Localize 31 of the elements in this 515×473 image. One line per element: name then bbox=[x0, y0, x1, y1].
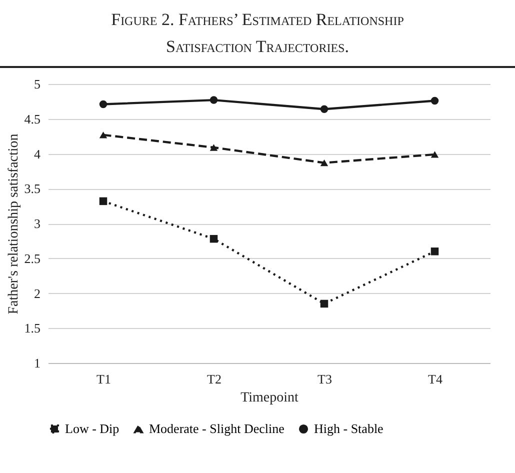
x-axis-title: Timepoint bbox=[240, 390, 299, 406]
y-axis-title: Father's relationship satisfaction bbox=[6, 134, 22, 314]
y-tick-label: 4.5 bbox=[24, 111, 40, 126]
point bbox=[430, 151, 439, 158]
point bbox=[210, 96, 218, 104]
y-tick-label: 1 bbox=[34, 356, 40, 370]
y-tick-label: 3 bbox=[34, 216, 40, 231]
y-tick-label: 2 bbox=[34, 286, 40, 301]
point bbox=[210, 234, 218, 243]
legend-label: Moderate - Slight Decline bbox=[149, 421, 285, 436]
point bbox=[210, 144, 218, 151]
y-tick-label: 2.5 bbox=[24, 250, 40, 266]
point bbox=[99, 132, 108, 138]
point bbox=[320, 105, 328, 113]
point bbox=[320, 159, 328, 166]
y-tick-label: 1.5 bbox=[24, 320, 40, 336]
legend-label: High - Stable bbox=[314, 420, 384, 436]
legend-label: Low - Dip bbox=[65, 420, 120, 436]
point bbox=[99, 100, 108, 108]
point bbox=[320, 300, 328, 308]
y-tick-label: 5 bbox=[34, 76, 40, 92]
chart-title: Figure 2. Fathers’ Estimated Relationship Satisfaction Trajectories. bbox=[110, 9, 405, 58]
x-tick-label: T1 bbox=[96, 372, 111, 386]
point bbox=[99, 197, 108, 206]
y-tick-label: 3.5 bbox=[24, 181, 40, 196]
point bbox=[430, 96, 439, 105]
x-tick-label: T3 bbox=[318, 372, 332, 386]
x-tick-label: T2 bbox=[207, 372, 222, 386]
point bbox=[430, 248, 439, 256]
x-tick-label: T4 bbox=[428, 372, 443, 386]
y-tick-label: 4 bbox=[34, 146, 41, 162]
